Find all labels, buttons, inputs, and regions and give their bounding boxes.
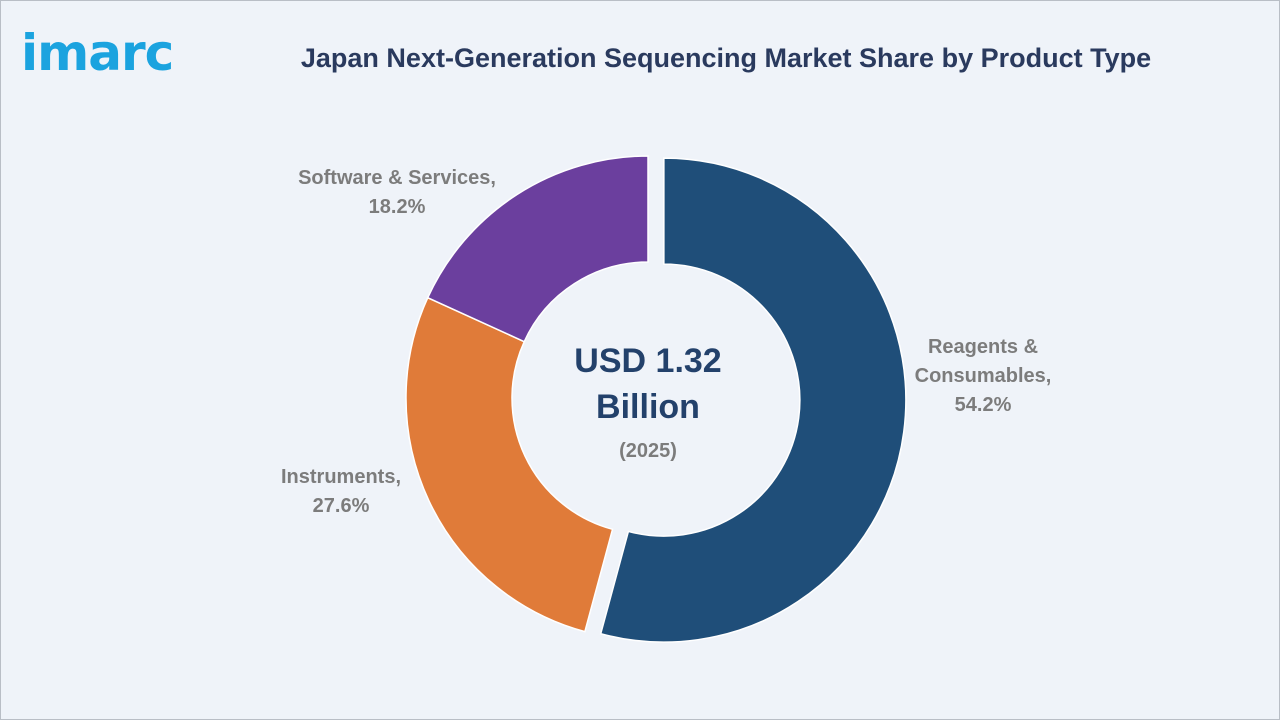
slice-label-software-services: Software & Services, 18.2% <box>298 167 496 218</box>
center-year: (2025) <box>619 440 677 462</box>
slice-label-instruments: Instruments, 27.6% <box>281 466 401 517</box>
slice-instruments <box>405 296 614 633</box>
slice-label-reagents-consumables: Reagents & Consumables, 54.2% <box>915 336 1052 416</box>
slice-software-services <box>426 155 649 343</box>
center-total-value: USD 1.32 Billion <box>574 342 721 426</box>
chart-title: Japan Next-Generation Sequencing Market … <box>300 43 1152 73</box>
imarc-logo: imarc <box>21 24 174 82</box>
slice-reagents-consumables <box>599 157 907 643</box>
